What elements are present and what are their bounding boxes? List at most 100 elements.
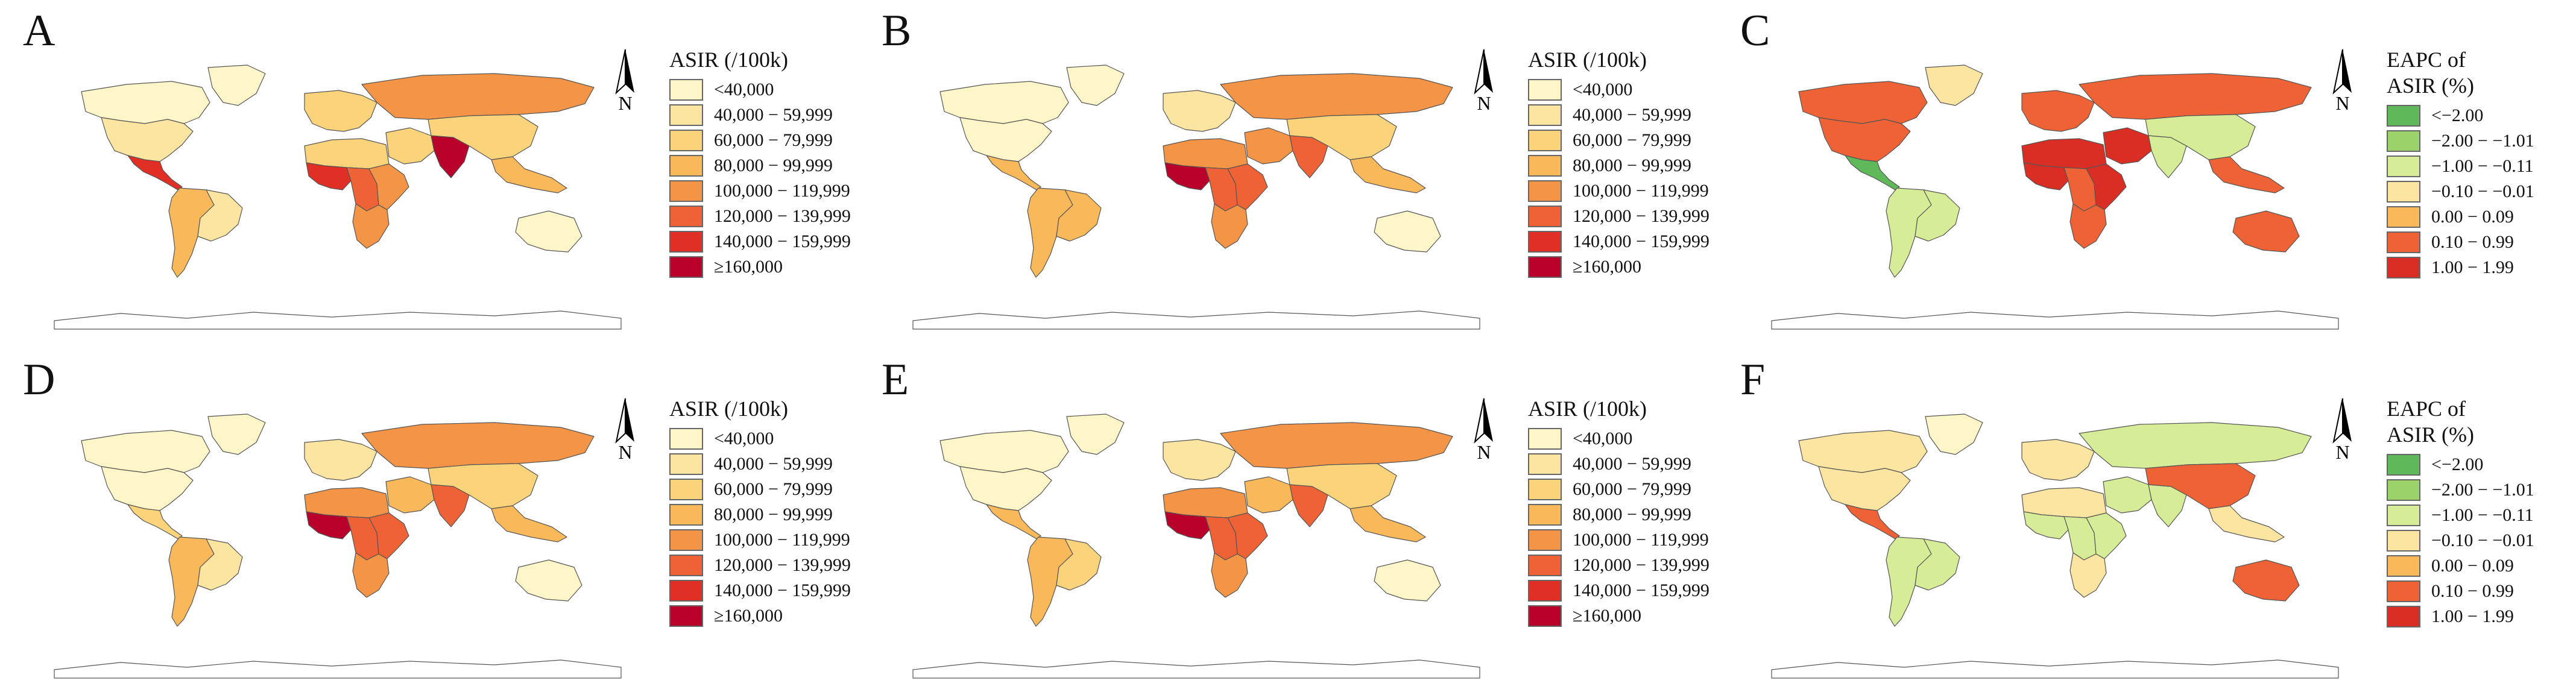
- legend-label: −0.10 − −0.01: [2431, 530, 2534, 551]
- region-southeast-asia: [491, 505, 567, 542]
- region-australia: [1374, 210, 1441, 253]
- legend-swatch: [1528, 180, 1562, 203]
- legend-item: 60,000 − 79,999: [1528, 127, 1691, 152]
- legend-swatch: [669, 453, 703, 476]
- legend-label: 0.00 − 0.09: [2431, 556, 2514, 576]
- legend-item: 60,000 − 79,999: [1528, 476, 1691, 501]
- legend-title-line: ASIR (%): [2387, 423, 2474, 447]
- legend-item: 0.00 − 0.09: [2387, 553, 2514, 578]
- legend-label: 1.00 − 1.99: [2431, 606, 2514, 627]
- region-west-africa: [2023, 162, 2069, 190]
- legend-item: 60,000 − 79,999: [669, 476, 833, 501]
- legend-label: 120,000 − 139,999: [714, 206, 851, 227]
- region-greenland: [1925, 64, 1983, 106]
- legend-item: 80,000 − 99,999: [1528, 152, 1691, 178]
- legend-item: <−2.00: [2387, 451, 2483, 477]
- legend-label: <40,000: [1573, 80, 1633, 100]
- legend-item: 40,000 − 59,999: [669, 451, 833, 476]
- legend-swatch: [669, 206, 703, 228]
- region-greenland: [1925, 413, 1983, 455]
- legend-item: −2.00 − −1.01: [2387, 128, 2534, 153]
- legend-title-line: ASIR (/100k): [1528, 48, 1647, 72]
- legend: ASIR (/100k) <40,000 40,000 − 59,999 60,00…: [1528, 396, 1709, 628]
- legend-items: <40,000 40,000 − 59,999 60,000 − 79,999 80,…: [669, 426, 851, 628]
- legend-items: <40,000 40,000 − 59,999 60,000 − 79,999 80,…: [669, 77, 851, 279]
- legend-label: 100,000 − 119,999: [714, 181, 850, 201]
- region-canada: [939, 430, 1069, 473]
- legend-items: <−2.00 −2.00 − −1.01 −1.00 − −0.11 −0.10 − …: [2387, 102, 2534, 280]
- region-southern-africa: [352, 552, 390, 598]
- legend-label: 0.10 − 0.99: [2431, 581, 2514, 602]
- region-southeast-asia: [1350, 505, 1426, 542]
- region-north-america: [959, 117, 1052, 162]
- legend-item: 80,000 − 99,999: [669, 152, 833, 178]
- legend-label: 40,000 − 59,999: [1573, 454, 1691, 474]
- legend-swatch: [1528, 605, 1562, 627]
- legend-swatch: [2387, 181, 2420, 203]
- legend-swatch: [669, 479, 703, 501]
- legend-title: ASIR (/100k): [1528, 396, 1647, 422]
- region-middle-east: [385, 476, 435, 514]
- legend-swatch: [669, 529, 703, 552]
- region-southeast-asia: [491, 156, 567, 193]
- panel-letter: E: [882, 355, 909, 404]
- region-north-america: [101, 117, 194, 162]
- legend-title: EAPC of ASIR (%): [2387, 396, 2474, 448]
- legend-item: 80,000 − 99,999: [669, 501, 833, 527]
- legend-swatch: [1528, 504, 1562, 526]
- region-east-africa: [2086, 163, 2127, 210]
- legend-item: 0.00 − 0.09: [2387, 204, 2514, 229]
- map-panel-d: D: [0, 349, 859, 698]
- region-russia: [2079, 422, 2312, 469]
- svg-text:N: N: [1477, 441, 1491, 462]
- region-australia: [515, 210, 582, 253]
- legend-title: ASIR (/100k): [669, 47, 788, 73]
- legend-item: 120,000 − 139,999: [1528, 552, 1709, 577]
- panel-letter: C: [1740, 6, 1770, 55]
- region-middle-east: [385, 127, 435, 165]
- legend-label: ≥160,000: [1573, 257, 1641, 277]
- region-canada: [939, 81, 1069, 124]
- region-east-africa: [2086, 512, 2127, 559]
- region-west-africa: [2023, 511, 2069, 539]
- region-europe: [304, 90, 377, 132]
- legend-swatch: [1528, 231, 1562, 253]
- legend-swatch: [669, 580, 703, 602]
- region-central-america: [986, 155, 1041, 190]
- legend-item: 100,000 − 119,999: [669, 527, 850, 552]
- legend-label: <40,000: [1573, 429, 1633, 449]
- legend-swatch: [669, 428, 703, 450]
- legend-label: 40,000 − 59,999: [714, 454, 833, 474]
- legend-swatch: [2387, 530, 2420, 552]
- map-panel-f: F: [1717, 349, 2576, 698]
- region-central-america: [1845, 504, 1900, 539]
- legend-swatch: [1528, 130, 1562, 152]
- legend-label: 140,000 − 159,999: [1573, 580, 1709, 601]
- legend-swatch: [669, 104, 703, 127]
- legend-item: 60,000 − 79,999: [669, 127, 833, 152]
- region-europe: [1163, 90, 1236, 132]
- region-southeast-asia: [2208, 156, 2285, 193]
- legend: ASIR (/100k) <40,000 40,000 − 59,999 60,00…: [669, 47, 851, 279]
- legend-swatch: [669, 605, 703, 627]
- legend-label: 120,000 − 139,999: [714, 555, 851, 576]
- legend-label: 80,000 − 99,999: [1573, 156, 1691, 176]
- legend: EAPC of ASIR (%) <−2.00 −2.00 − −1.01 −1.00…: [2387, 47, 2534, 280]
- region-antarctica: [1771, 310, 2339, 330]
- legend: ASIR (/100k) <40,000 40,000 − 59,999 60,00…: [1528, 47, 1709, 279]
- region-east-africa: [368, 163, 409, 210]
- region-brazil: [1056, 538, 1102, 591]
- region-canada: [1798, 430, 1928, 473]
- legend-swatch: [669, 180, 703, 203]
- legend-label: 100,000 − 119,999: [714, 530, 850, 550]
- svg-text:N: N: [618, 441, 632, 462]
- legend-label: 100,000 − 119,999: [1573, 181, 1709, 201]
- legend-item: 120,000 − 139,999: [669, 203, 851, 228]
- legend-title: ASIR (/100k): [1528, 47, 1647, 73]
- map-panel-c: C: [1717, 0, 2576, 349]
- legend-label: 60,000 − 79,999: [714, 479, 833, 500]
- legend-item: 40,000 − 59,999: [669, 102, 833, 127]
- legend-label: 140,000 − 159,999: [1573, 231, 1709, 252]
- legend-item: ≥160,000: [669, 254, 788, 279]
- legend-title-line: ASIR (/100k): [1528, 397, 1647, 421]
